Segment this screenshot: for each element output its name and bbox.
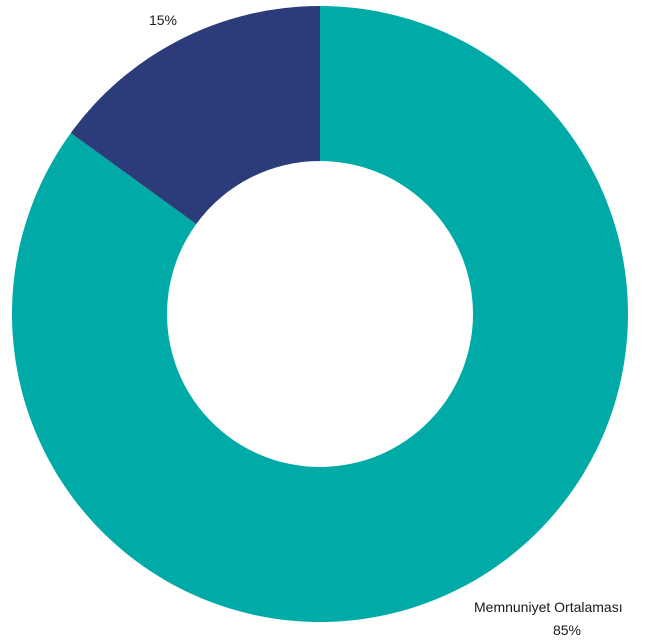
slice-value-label-0: 85%	[553, 622, 581, 638]
donut-slice-1	[70, 6, 320, 225]
slice-value-label-1: 15%	[149, 12, 177, 28]
donut-slices	[11, 6, 629, 622]
donut-slice-0	[11, 6, 629, 622]
slice-name-label-0: Memnuniyet Ortalaması	[474, 599, 623, 615]
